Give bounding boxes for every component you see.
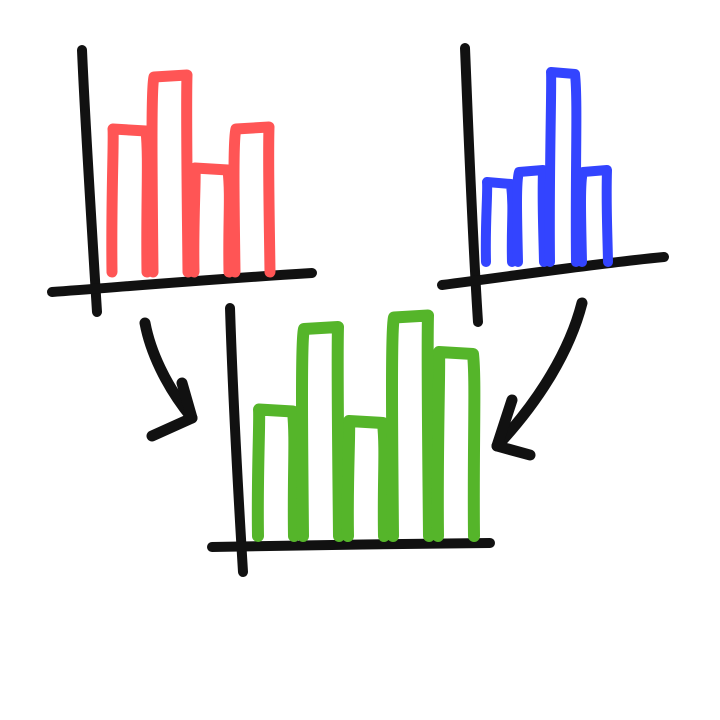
green-chart-bars	[251, 309, 481, 542]
red-bar-3	[188, 162, 235, 278]
green-bar-5	[431, 346, 481, 542]
red-bar-2	[146, 69, 194, 278]
red-bar-chart	[47, 45, 317, 317]
green-chart-x-axis	[207, 538, 495, 552]
right-arrow-shaft	[491, 297, 588, 452]
blue-bar-2	[512, 165, 549, 267]
green-bar-2	[296, 321, 345, 542]
blue-bar-4	[576, 165, 613, 267]
red-bar-1	[106, 123, 153, 278]
green-bar-chart	[207, 303, 495, 577]
blue-bar-1	[480, 177, 518, 267]
curved-arrow-icon	[491, 297, 588, 461]
red-chart-bars	[106, 69, 276, 278]
right-arrow-head	[491, 394, 536, 461]
green-bar-3	[341, 415, 391, 542]
curved-arrow-icon	[139, 317, 198, 442]
red-chart-y-axis	[77, 45, 102, 317]
blue-chart-x-axis	[437, 252, 669, 290]
blue-chart-bars	[480, 67, 613, 267]
blue-bar-chart	[437, 43, 669, 327]
left-arrow-head	[146, 377, 198, 442]
red-bar-4	[228, 121, 276, 278]
green-bar-1	[251, 403, 301, 542]
blue-bar-3	[544, 67, 582, 267]
green-bar-4	[386, 309, 435, 542]
green-chart-y-axis	[225, 303, 248, 577]
blue-chart-y-axis	[460, 43, 483, 327]
